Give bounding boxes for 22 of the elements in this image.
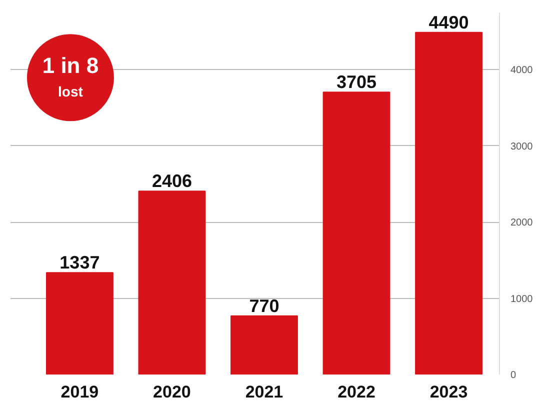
x-tick-label: 2020 <box>153 382 191 402</box>
bar <box>415 32 482 374</box>
x-tick-label: 2021 <box>245 382 284 402</box>
bar <box>230 315 298 374</box>
x-tick-label: 2019 <box>60 382 99 402</box>
bar <box>322 92 390 374</box>
data-label: 1337 <box>60 252 100 273</box>
data-label: 4490 <box>428 12 469 32</box>
annotation: lost <box>58 84 84 100</box>
bar <box>138 190 206 374</box>
data-label: 2406 <box>152 171 192 192</box>
data-label: 770 <box>249 296 280 316</box>
y-tick-label: 2000 <box>510 218 534 229</box>
data-label: 3705 <box>336 72 377 92</box>
y-tick-label: 1000 <box>510 294 534 305</box>
y-tick-label: 0 <box>510 370 516 381</box>
y-tick-label: 4000 <box>510 65 534 76</box>
annotation: 1 in 8 <box>42 53 99 78</box>
x-tick-label: 2022 <box>338 382 376 402</box>
bar <box>46 272 114 374</box>
y-tick-label: 3000 <box>510 141 534 152</box>
x-tick-label: 2023 <box>430 382 468 402</box>
